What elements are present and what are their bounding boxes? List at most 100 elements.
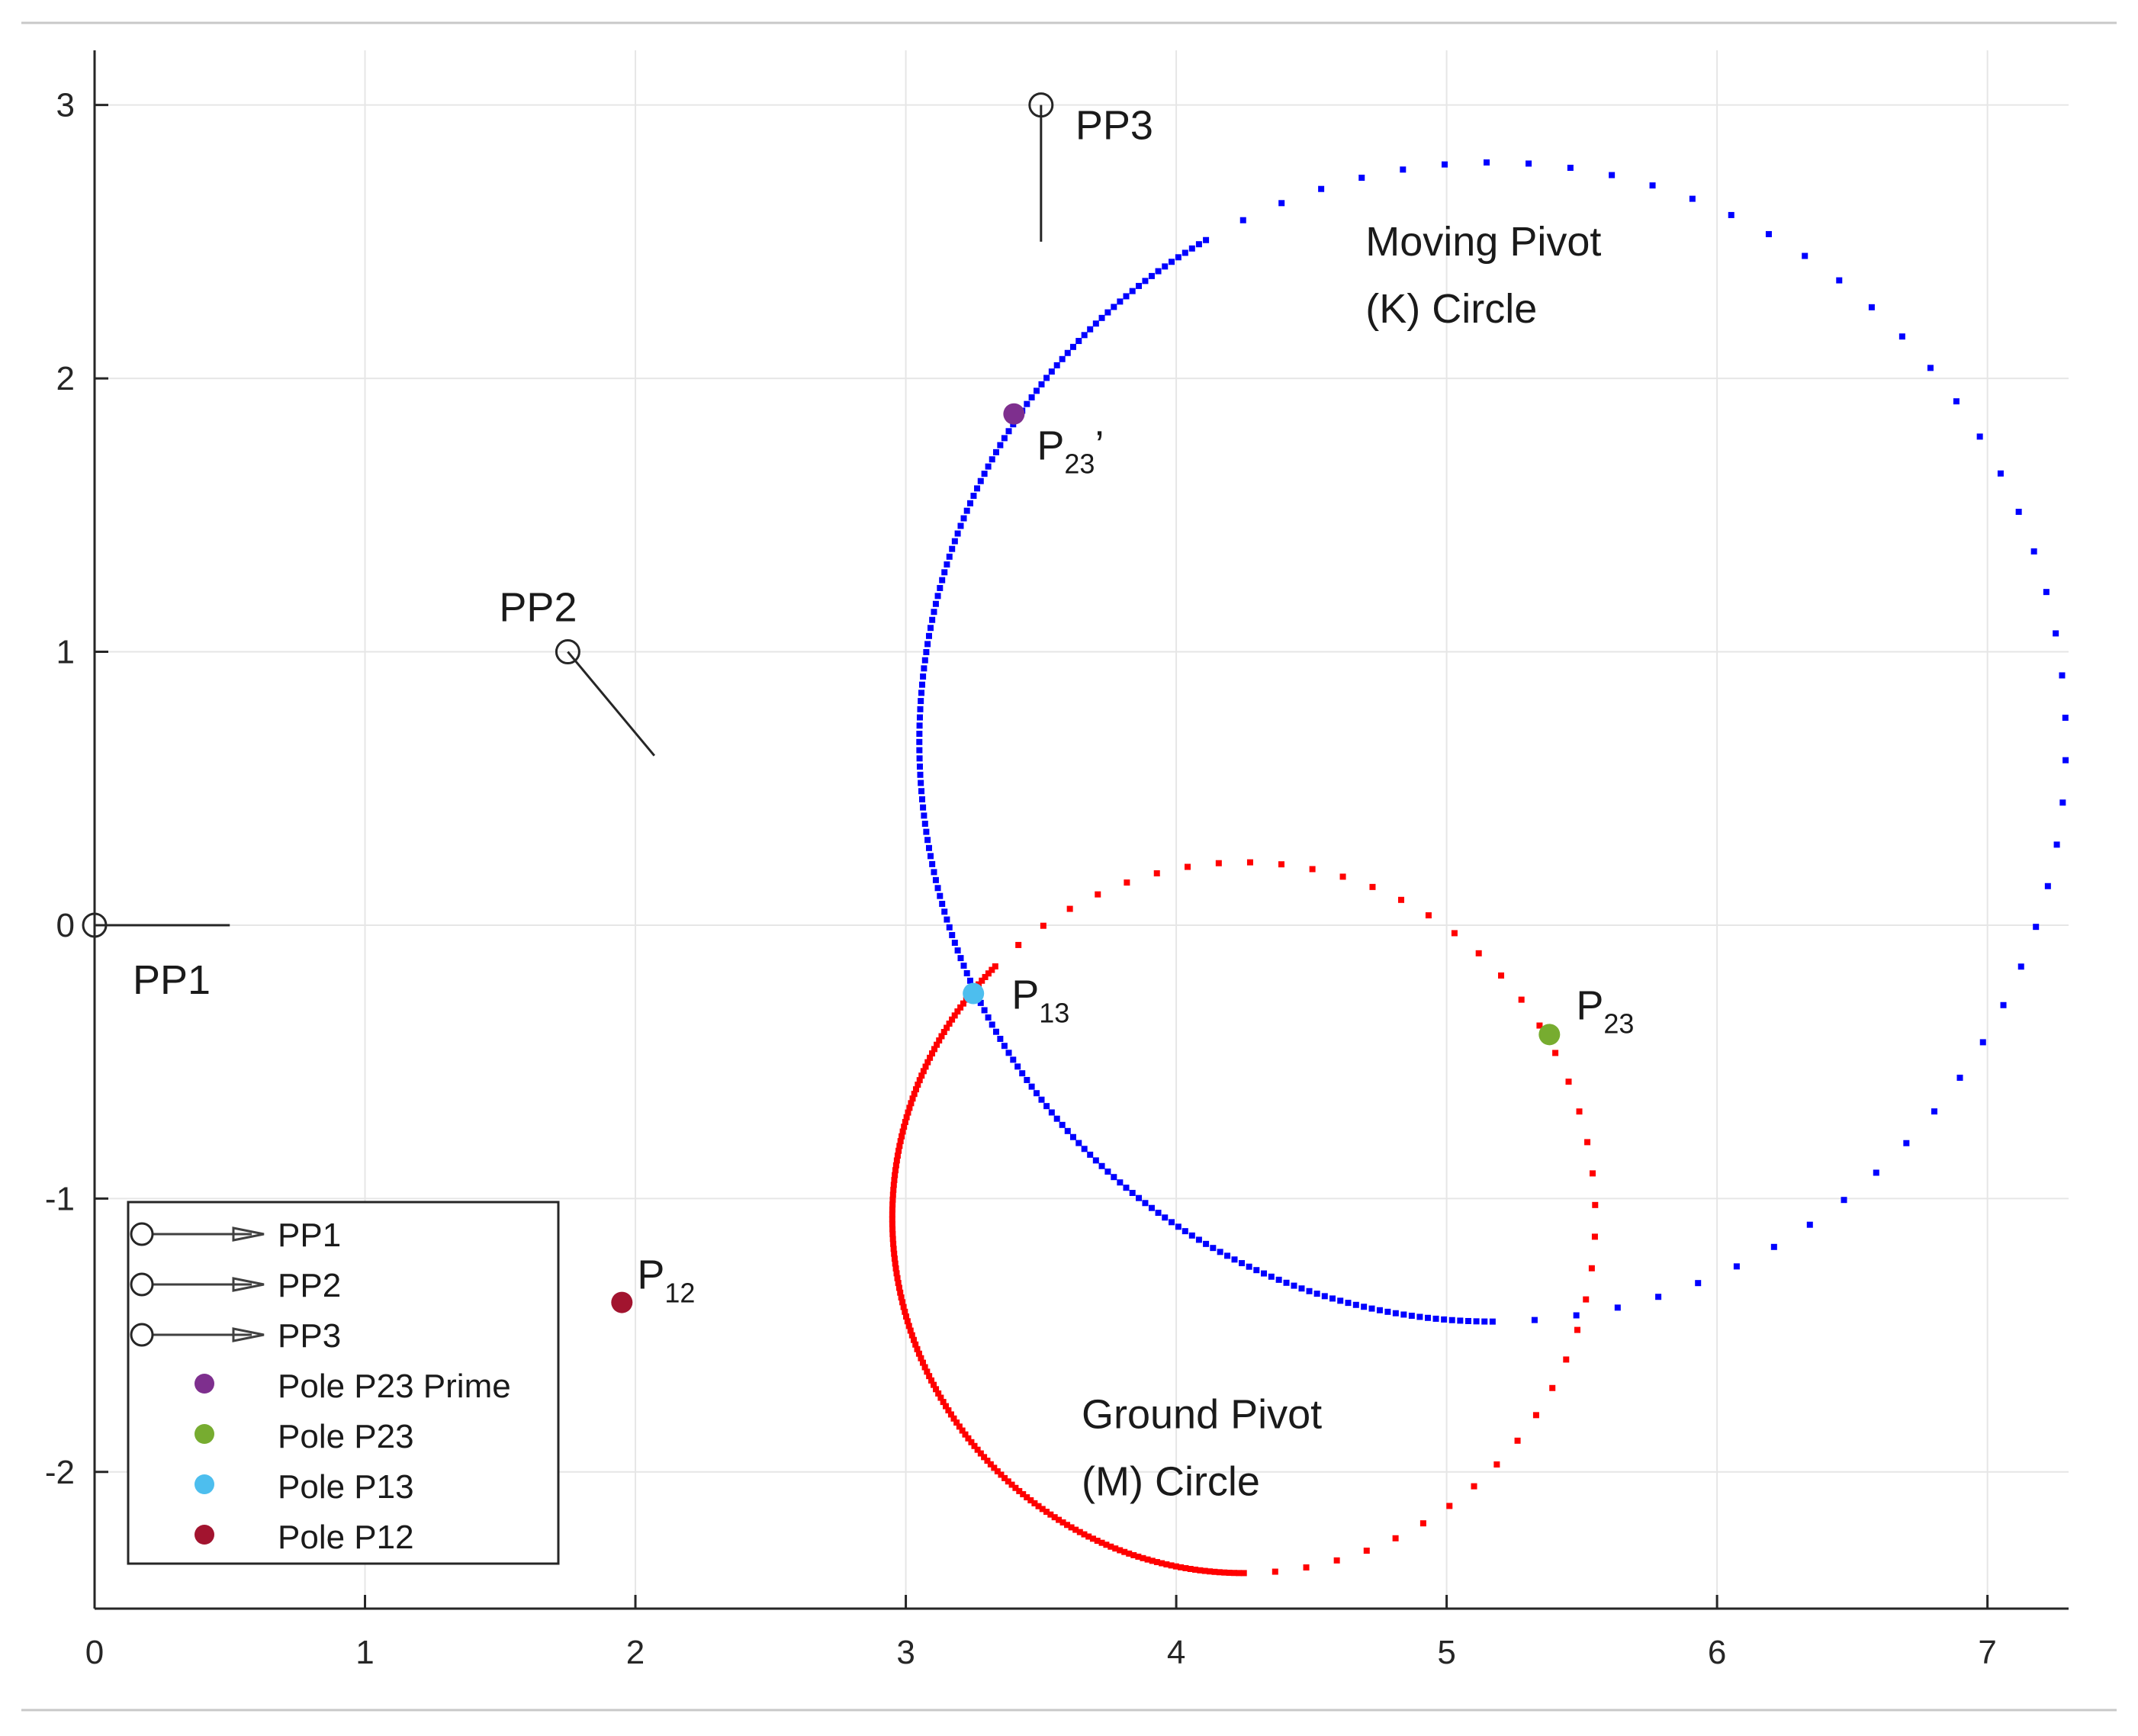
circle-point — [1609, 172, 1616, 178]
circle-point — [916, 738, 923, 745]
circle-point — [1614, 1304, 1621, 1311]
label-pp3: PP3 — [1075, 103, 1153, 149]
circle-point — [911, 1091, 918, 1098]
pole-marker — [1003, 403, 1025, 425]
circle-point — [989, 966, 995, 973]
circle-point — [981, 1454, 988, 1461]
circle-point — [951, 1012, 958, 1019]
circle-point — [1203, 236, 1210, 243]
label-pole-p12: P12 — [637, 1252, 695, 1309]
circle-point — [1195, 241, 1202, 248]
circle-point — [909, 1095, 916, 1102]
circle-point — [949, 1016, 956, 1023]
circle-point — [1104, 309, 1111, 316]
circle-point — [932, 876, 939, 883]
circle-point — [997, 1036, 1004, 1043]
circle-point — [893, 1270, 900, 1277]
circle-point — [1031, 1500, 1038, 1506]
circle-point — [950, 1415, 957, 1422]
legend-label: PP1 — [278, 1217, 341, 1254]
circle-point — [1159, 1560, 1165, 1567]
circle-point — [1592, 1201, 1599, 1208]
circle-point — [1400, 1311, 1407, 1318]
circle-point — [1563, 1356, 1570, 1363]
moving-pivot-circle — [916, 159, 2069, 1325]
circle-point — [1059, 1121, 1066, 1128]
circle-point — [923, 649, 930, 656]
legend-label: PP2 — [278, 1267, 341, 1304]
circle-point — [960, 963, 967, 969]
circle-point — [918, 690, 924, 696]
circle-point — [1024, 1494, 1030, 1501]
circle-point — [1549, 1384, 1556, 1391]
circle-point — [936, 1037, 943, 1044]
circle-point — [1207, 1568, 1214, 1575]
circle-point — [1526, 160, 1532, 167]
circle-point — [1123, 1185, 1130, 1191]
circle-point — [1168, 1562, 1175, 1569]
precision-position-marker — [555, 639, 580, 665]
circle-point — [998, 1471, 1005, 1478]
circle-point — [1040, 922, 1046, 929]
circle-point — [1087, 1151, 1094, 1158]
circle-point — [1081, 1146, 1088, 1153]
circle-point — [977, 999, 984, 1006]
circle-point — [1246, 859, 1253, 866]
circle-point — [1518, 996, 1525, 1003]
circle-point — [944, 916, 950, 923]
circle-point — [1210, 1245, 1217, 1252]
circle-point — [889, 1226, 896, 1233]
circle-point — [1059, 1519, 1066, 1525]
label-pole-p23: P23 — [1576, 982, 1634, 1039]
circle-point — [1098, 1539, 1105, 1546]
circle-point — [921, 665, 928, 672]
precision-position-line — [567, 651, 656, 757]
circle-point — [941, 908, 948, 915]
circle-point — [946, 924, 953, 931]
circle-point — [2059, 672, 2066, 679]
circle-point — [1081, 332, 1088, 339]
circle-point — [1028, 394, 1035, 400]
circle-point — [2043, 589, 2050, 596]
circle-point — [1211, 1568, 1218, 1575]
circle-point — [1098, 1162, 1105, 1169]
ground-pivot-label-line: Ground Pivot — [1082, 1391, 1322, 1437]
circle-point — [985, 970, 992, 977]
circle-point — [979, 977, 985, 984]
circle-point — [1069, 343, 1076, 350]
circle-point — [2059, 799, 2066, 806]
circle-point — [1278, 861, 1284, 868]
circle-point — [1275, 1276, 1282, 1283]
circle-point — [1384, 1308, 1391, 1315]
circle-point — [2000, 1001, 2007, 1008]
circle-point — [1182, 249, 1188, 256]
circle-point — [992, 1028, 999, 1035]
circle-point — [1400, 166, 1407, 173]
circle-point — [971, 1442, 978, 1449]
moving-pivot-label-line: Moving Pivot — [1365, 219, 1601, 265]
circle-point — [924, 641, 931, 648]
label-pole-p23-prime: P23’ — [1037, 423, 1104, 480]
circle-point — [1733, 1263, 1740, 1270]
legend: PP1 PP2 PP3 Pole P23 Prime Pole P23 Pole P13 P… — [127, 1201, 560, 1565]
circle-point — [1169, 1219, 1175, 1226]
circle-point — [910, 1336, 917, 1343]
axes: 0 1 2 3 4 5 6 7 -2 -1 0 1 2 3 — [21, 21, 2117, 1712]
circle-point — [916, 1077, 923, 1084]
circle-point — [1047, 1511, 1054, 1518]
circle-point — [1117, 1547, 1124, 1554]
circle-point — [916, 764, 923, 770]
circle-point — [1015, 941, 1022, 948]
x-tick-label: 3 — [896, 1634, 915, 1671]
circle-point — [922, 1063, 929, 1070]
circle-point — [1493, 1461, 1500, 1468]
circle-point — [1306, 1288, 1313, 1294]
circle-point — [895, 1284, 902, 1291]
circle-point — [920, 673, 927, 680]
circle-point — [1765, 230, 1772, 237]
circle-point — [890, 1181, 897, 1188]
circle-point — [956, 1423, 963, 1430]
precision-position-marker — [82, 912, 108, 938]
circle-point — [1216, 1569, 1223, 1576]
circle-point — [915, 1350, 922, 1357]
